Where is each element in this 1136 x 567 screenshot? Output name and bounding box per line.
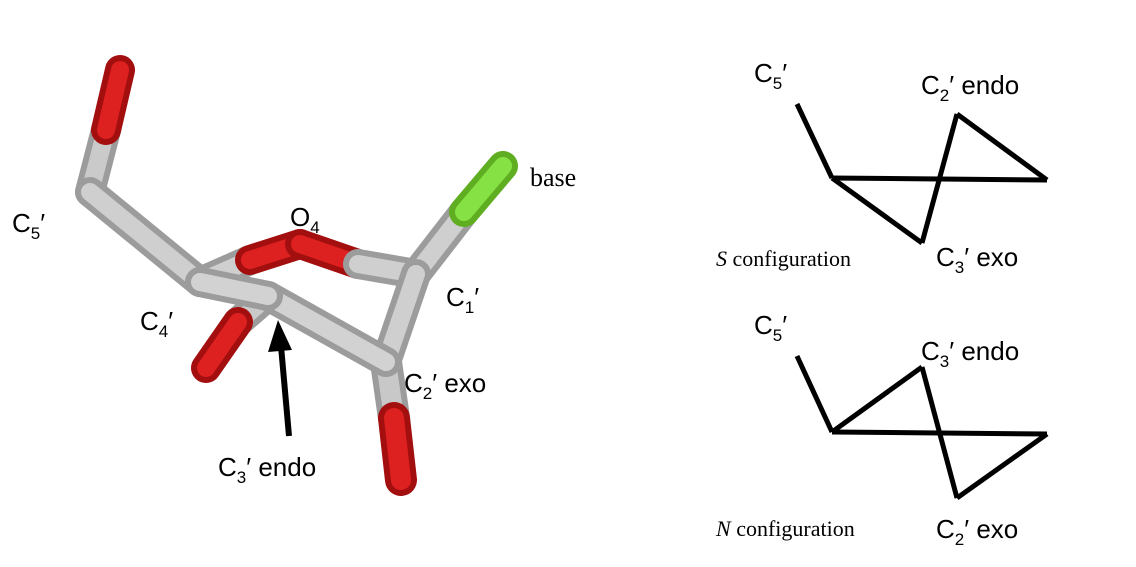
s-c5-stem (794, 102, 835, 180)
s-c3-exo-label: C3′ exo (936, 242, 1018, 277)
s-c5-label: C5′ (754, 58, 787, 93)
s-configuration-diagram (794, 102, 1049, 246)
s-down-edge (830, 175, 924, 246)
n-cross-edge (919, 366, 960, 499)
n-c2-exo-label: C2′ exo (936, 514, 1018, 549)
n-down-edge (955, 431, 1049, 501)
c3-endo-label: C3′ endo (218, 452, 316, 487)
n-configuration-diagram (794, 354, 1049, 501)
c5-oxygen-bond (75, 55, 135, 207)
c2-c3-bond (253, 281, 401, 377)
s-c2-endo-label: C2′ endo (921, 70, 1019, 105)
s-cross-edge (919, 113, 960, 244)
s-configuration-label: S configuration (716, 246, 851, 271)
n-c5-stem (794, 354, 835, 434)
c2-oxygen-bond (370, 346, 417, 496)
o4-label: O4 (290, 202, 320, 237)
n-up-edge (830, 364, 924, 435)
base-label: base (530, 163, 576, 192)
n-configuration-label: N configuration (715, 516, 855, 541)
sugar-stick-model (75, 55, 518, 496)
c5-label: C5′ (12, 208, 45, 243)
c3-endo-arrow (268, 320, 292, 437)
c3-c4-bond (185, 267, 283, 311)
o4-c1-bond (285, 229, 431, 289)
c5-c4-bond (75, 177, 215, 297)
c1-base-bond (401, 151, 518, 289)
c2-exo-label: C2′ exo (404, 368, 486, 403)
n-c5-label: C5′ (754, 310, 787, 345)
s-up-edge (955, 111, 1049, 183)
n-c3-endo-label: C3′ endo (921, 336, 1019, 371)
c1-c2-bond (371, 259, 431, 377)
c1-label: C1′ (446, 282, 479, 317)
c4-label: C4′ (140, 306, 173, 341)
